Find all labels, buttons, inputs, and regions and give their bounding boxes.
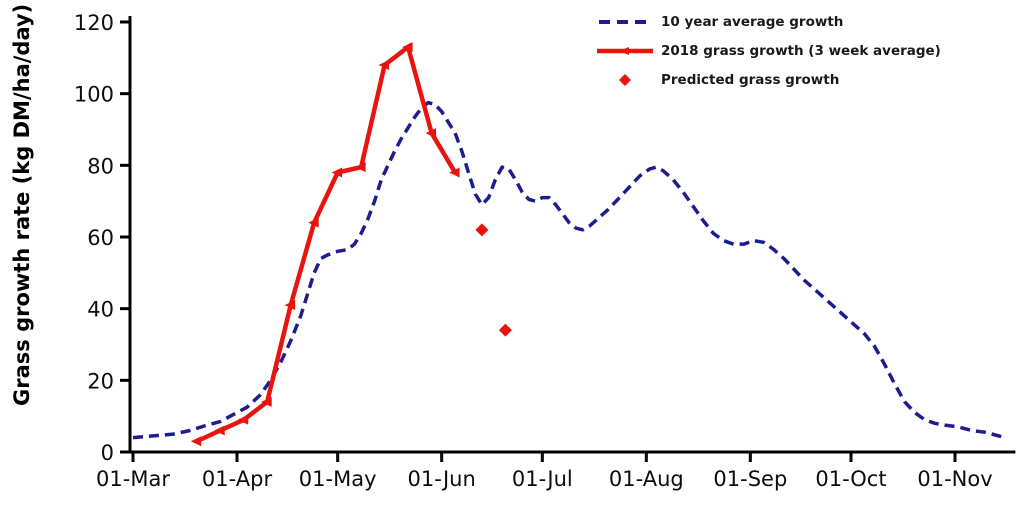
growth-marker-24-Apr [308, 217, 319, 228]
growth-marker-20-Mar [190, 436, 202, 447]
x-tick-label-01-Mar: 01-Mar [96, 467, 170, 491]
legend-item-2018-growth: 2018 grass growth (3 week average) [596, 39, 941, 63]
growth-marker-27-Mar [214, 425, 225, 436]
y-tick-label-80: 80 [87, 154, 114, 178]
x-tick-label-01-Aug: 01-Aug [609, 467, 684, 491]
legend-label-10yr-average: 10 year average growth [661, 14, 844, 30]
legend-label-predicted: Predicted grass growth [661, 72, 840, 88]
predicted-point-20-Jun [498, 323, 512, 337]
x-tick-label-01-Oct: 01-Oct [815, 467, 886, 491]
y-axis-title: Grass growth rate (kg DM/ha/day) [10, 3, 34, 406]
x-tick-label-01-Jul: 01-Jul [512, 467, 573, 491]
chart-legend: 10 year average growth 2018 grass growth… [596, 10, 941, 97]
y-tick-label-40: 40 [87, 298, 114, 322]
dashed-line-sample-icon [596, 14, 654, 30]
diamond-sample-icon [596, 72, 654, 88]
growth-marker-08-May [355, 162, 366, 173]
legend-item-predicted: Predicted grass growth [596, 68, 941, 92]
solid-line-triangle-sample-icon [596, 43, 654, 59]
x-tick-label-01-May: 01-May [299, 467, 377, 491]
growth-marker-17-Apr [284, 300, 296, 311]
x-tick-label-01-Sep: 01-Sep [713, 467, 787, 491]
growth-marker-10-Apr [261, 396, 272, 407]
growth-marker-03-Apr [237, 414, 249, 425]
grass-growth-2018-line [194, 43, 458, 444]
growth-marker-01-May [331, 167, 343, 178]
growth-marker-05-Jun [449, 167, 460, 178]
legend-item-10yr-average: 10 year average growth [596, 10, 941, 34]
y-tick-label-100: 100 [74, 83, 114, 107]
y-tick-label-0: 0 [101, 441, 114, 465]
predicted-point-13-Jun [475, 223, 489, 237]
growth-marker-22-May [402, 42, 413, 53]
y-tick-label-120: 120 [74, 11, 114, 35]
ten-year-average-line [132, 100, 1006, 440]
x-tick-label-01-Jun: 01-Jun [408, 467, 476, 491]
legend-label-2018-growth: 2018 grass growth (3 week average) [661, 43, 941, 59]
y-tick-label-20: 20 [87, 369, 114, 393]
y-tick-label-60: 60 [87, 226, 114, 250]
growth-marker-29-May [425, 128, 437, 139]
growth-marker-15-May [378, 60, 390, 71]
x-tick-label-01-Nov: 01-Nov [917, 467, 992, 491]
x-tick-label-01-Apr: 01-Apr [202, 467, 273, 491]
